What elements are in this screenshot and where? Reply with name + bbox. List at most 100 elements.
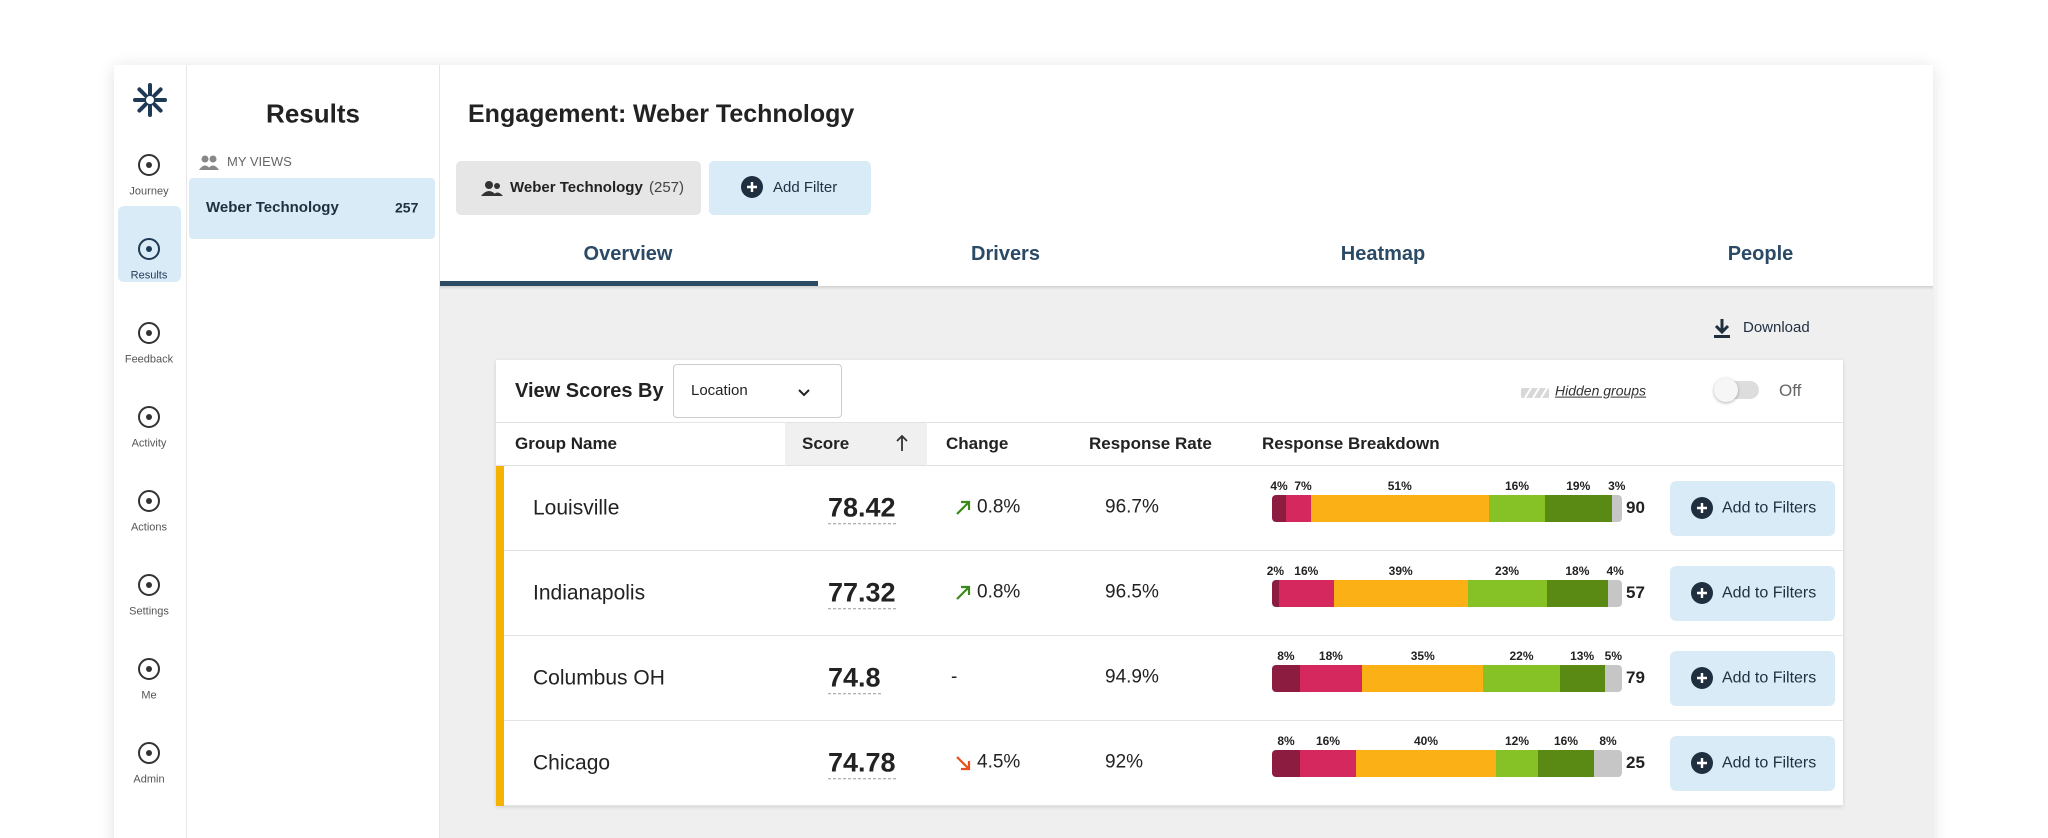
nav-icon[interactable]: [136, 236, 162, 262]
nav-label[interactable]: Activity: [131, 437, 167, 450]
download-icon[interactable]: [1713, 317, 1731, 339]
icon: [199, 155, 219, 170]
column-header[interactable]: Change: [946, 433, 1009, 453]
nav-label[interactable]: Journey: [129, 185, 169, 198]
tab[interactable]: People: [1727, 243, 1794, 265]
breakdown-segment: [1356, 750, 1497, 777]
add-icon[interactable]: [1691, 752, 1713, 774]
row-border: [496, 721, 1843, 806]
row-stripe: [496, 466, 504, 551]
tab[interactable]: Overview: [583, 243, 673, 265]
filter-icon: [481, 180, 503, 196]
view-item[interactable]: [189, 178, 435, 239]
nav-label[interactable]: Results: [130, 269, 168, 282]
breakdown-segment: [1362, 665, 1484, 692]
add-to-filters-label[interactable]: Add to Filters: [1722, 754, 1817, 772]
view-count[interactable]: 257: [395, 199, 419, 216]
breakdown-label: 18%: [1565, 563, 1590, 578]
icon: [138, 574, 160, 596]
column-header[interactable]: Group Name: [515, 433, 618, 453]
row-border: [496, 636, 1843, 721]
add-to-filters-label[interactable]: Add to Filters: [1722, 584, 1817, 602]
nav-label[interactable]: Me: [141, 689, 157, 702]
nav-icon[interactable]: [136, 152, 162, 178]
nav-icon[interactable]: [136, 320, 162, 346]
icon: [956, 756, 971, 771]
breakdown-label: 22%: [1509, 648, 1534, 663]
icon: [138, 406, 160, 428]
breakdown-segment: [1310, 495, 1490, 522]
icon: [956, 585, 971, 600]
breakdown-segment: [1604, 665, 1622, 692]
breakdown-label: 16%: [1504, 478, 1530, 493]
sort-arrow[interactable]: [895, 434, 909, 452]
response-rate: 96.5%: [1105, 581, 1159, 603]
add-icon[interactable]: [1691, 497, 1713, 519]
breakdown-label: 35%: [1410, 648, 1435, 663]
icon: [896, 434, 908, 451]
add-filter-label[interactable]: Add Filter: [773, 179, 838, 196]
score: 78.42: [828, 491, 896, 525]
nav-icon[interactable]: [136, 404, 162, 430]
filter-name[interactable]: Weber Technology: [510, 179, 643, 196]
toggle-knob[interactable]: [1714, 378, 1738, 402]
hidden-icon: [1521, 385, 1549, 399]
column-header[interactable]: Response Breakdown: [1262, 433, 1440, 453]
add-to-filters-label[interactable]: Add to Filters: [1722, 499, 1817, 517]
nav-label[interactable]: Settings: [129, 605, 169, 618]
nav-icon[interactable]: [136, 740, 162, 766]
breakdown-bar: [1272, 580, 1622, 607]
nav-icon[interactable]: [136, 488, 162, 514]
view-by-value[interactable]: Location: [691, 382, 748, 399]
response-count: 90: [1626, 497, 1645, 517]
nav-icon[interactable]: [136, 572, 162, 598]
breakdown-label: 8%: [1599, 733, 1617, 748]
breakdown-bar: [1272, 750, 1622, 777]
breakdown-segment: [1483, 665, 1561, 692]
score: 74.78: [828, 746, 896, 780]
view-by-select[interactable]: [673, 364, 842, 418]
change: 0.8%: [977, 581, 1021, 603]
tab-underline: [440, 281, 818, 286]
tab[interactable]: Drivers: [971, 243, 1040, 265]
icon: [1691, 667, 1713, 689]
trend-up: [955, 500, 971, 516]
breakdown-segment: [1467, 580, 1547, 607]
toggle-label: Off: [1779, 380, 1802, 400]
nav-label[interactable]: Actions: [130, 521, 168, 534]
nav-label[interactable]: Admin: [133, 773, 165, 786]
view-by-label: View Scores By: [515, 380, 664, 402]
response-rate: 92%: [1105, 751, 1144, 773]
icon: [138, 742, 160, 764]
breakdown-segment: [1278, 580, 1335, 607]
row-stripe: [496, 551, 504, 636]
breakdown-label: 16%: [1294, 563, 1319, 578]
add-icon[interactable]: [741, 176, 763, 198]
breakdown-segment: [1538, 750, 1595, 777]
nav-icon[interactable]: [136, 656, 162, 682]
column-header[interactable]: Response Rate: [1089, 433, 1212, 453]
add-icon[interactable]: [1691, 667, 1713, 689]
select-chevron[interactable]: [797, 385, 811, 397]
nav-label[interactable]: Feedback: [124, 353, 174, 366]
filter-count[interactable]: (257): [649, 179, 685, 196]
sorted-column-bg: [785, 423, 927, 465]
group-name: Indianapolis: [533, 581, 646, 605]
score: 74.8: [828, 661, 881, 695]
add-to-filters-label[interactable]: Add to Filters: [1722, 669, 1817, 687]
add-filter-chip[interactable]: [709, 161, 871, 215]
icon: [138, 658, 160, 680]
breakdown-segment: [1300, 750, 1357, 777]
column-header[interactable]: Score: [802, 433, 850, 453]
breakdown-label: 19%: [1566, 478, 1591, 493]
breakdown-label: 39%: [1388, 563, 1413, 578]
tab[interactable]: Heatmap: [1340, 243, 1426, 265]
icon: [481, 181, 503, 196]
change: -: [951, 666, 958, 688]
header-title: Weber Technology: [633, 100, 855, 128]
view-name[interactable]: Weber Technology: [206, 199, 339, 216]
add-icon[interactable]: [1691, 582, 1713, 604]
breakdown-label: 16%: [1315, 733, 1341, 748]
download-label[interactable]: Download: [1743, 319, 1810, 336]
